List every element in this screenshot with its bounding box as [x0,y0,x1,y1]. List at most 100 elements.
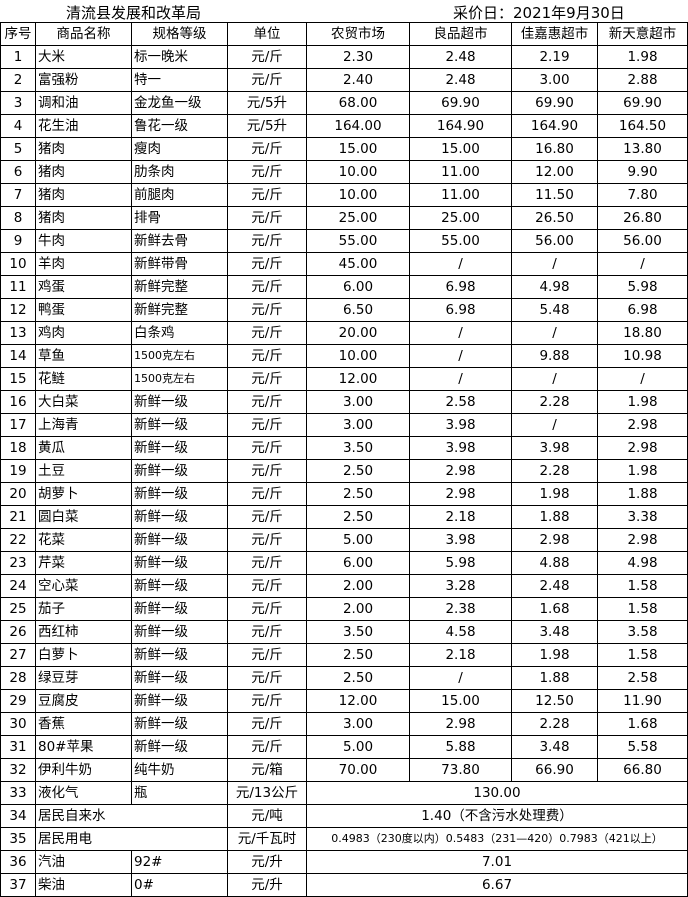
price-cell: 2.38 [409,597,512,621]
item-unit: 元/箱 [227,758,307,782]
price-cell: 2.30 [306,45,410,69]
merged-price-cell: 7.01 [306,850,688,874]
item-unit: 元/斤 [227,229,307,253]
row-number: 5 [0,137,36,161]
row-number: 14 [0,344,36,368]
price-cell: 6.98 [409,298,512,322]
price-cell: / [409,344,512,368]
price-cell: 56.00 [597,229,688,253]
price-cell: 2.50 [306,666,410,690]
item-unit: 元/5升 [227,114,307,138]
item-unit: 元/斤 [227,344,307,368]
price-cell: 9.88 [511,344,598,368]
item-name: 绿豆芽 [35,666,132,690]
item-name: 调和油 [35,91,132,115]
price-cell: 1.98 [597,390,688,414]
item-name: 花生油 [35,114,132,138]
price-cell: 2.98 [597,528,688,552]
table-row: 36 汽油 92# 元/升 7.01 [0,850,688,874]
price-cell: 2.50 [306,482,410,506]
item-spec: 新鲜一级 [131,390,228,414]
table-row: 30 香蕉 新鲜一级 元/斤 3.00 2.98 2.28 1.68 [0,712,688,736]
table-row: 16 大白菜 新鲜一级 元/斤 3.00 2.58 2.28 1.98 [0,390,688,414]
price-cell: 2.88 [597,68,688,92]
price-cell: 1.98 [597,459,688,483]
item-spec: 92# [131,850,228,874]
price-cell: 66.90 [511,758,598,782]
item-spec: 新鲜一级 [131,643,228,667]
price-cell: 3.28 [409,574,512,598]
table-row: 10 羊肉 新鲜带骨 元/斤 45.00// / [0,252,688,276]
price-cell: 5.58 [597,735,688,759]
row-number: 23 [0,551,36,575]
price-cell: 5.98 [409,551,512,575]
item-name: 土豆 [35,459,132,483]
price-cell: 10.00 [306,344,410,368]
price-cell: 12.00 [511,160,598,184]
item-unit: 元/斤 [227,137,307,161]
price-cell: 3.98 [409,528,512,552]
row-number: 25 [0,597,36,621]
price-cell: 6.00 [306,275,410,299]
price-cell: 11.00 [409,160,512,184]
item-spec: 新鲜一级 [131,574,228,598]
price-cell: 164.90 [409,114,512,138]
item-unit: 元/斤 [227,298,307,322]
merged-price-cell: 130.00 [306,781,688,805]
row-number: 20 [0,482,36,506]
row-number: 33 [0,781,36,805]
item-spec: 新鲜一级 [131,666,228,690]
price-cell: 5.00 [306,528,410,552]
item-name: 汽油 [35,850,132,874]
price-cell: / [409,321,512,345]
table-row: 7 猪肉 前腿肉 元/斤 10.00 11.00 11.50 7.80 [0,183,688,207]
item-unit: 元/斤 [227,367,307,391]
price-cell: 12.50 [511,689,598,713]
item-unit: 元/13公斤 [227,781,307,805]
row-number: 17 [0,413,36,437]
table-row: 14 草鱼 1500克左右 元/斤 10.00/9.88 10.98 [0,344,688,368]
price-cell: 6.98 [409,275,512,299]
table-row: 8 猪肉 排骨 元/斤 25.00 25.00 26.50 26.80 [0,206,688,230]
item-spec: 新鲜完整 [131,275,228,299]
price-cell: 2.00 [306,597,410,621]
row-number: 22 [0,528,36,552]
row-number: 8 [0,206,36,230]
item-name: 富强粉 [35,68,132,92]
price-cell: 5.88 [409,735,512,759]
price-cell: 10.98 [597,344,688,368]
price-cell: 25.00 [409,206,512,230]
price-cell: 4.88 [511,551,598,575]
merged-price-cell: 6.67 [306,873,688,897]
row-number: 18 [0,436,36,460]
price-cell: 1.88 [511,666,598,690]
price-cell: 7.80 [597,183,688,207]
price-cell: 2.48 [409,68,512,92]
item-name: 茄子 [35,597,132,621]
item-unit: 元/斤 [227,436,307,460]
item-name: 80#苹果 [35,735,132,759]
table-row: 13 鸡肉 白条鸡 元/斤 20.00//18.80 [0,321,688,345]
price-cell: 2.98 [409,482,512,506]
item-spec: 肋条肉 [131,160,228,184]
item-name: 羊肉 [35,252,132,276]
item-name: 胡萝卜 [35,482,132,506]
table-row: 19 土豆 新鲜一级 元/斤 2.50 2.98 2.28 1.98 [0,459,688,483]
table-row: 21 圆白菜 新鲜一级 元/斤 2.50 2.18 1.88 3.38 [0,505,688,529]
price-cell: 2.58 [597,666,688,690]
item-spec: 排骨 [131,206,228,230]
price-cell: 5.98 [597,275,688,299]
table-row: 4 花生油 鲁花一级 元/5升 164.00 164.90 164.90 164.50 [0,114,688,138]
price-cell: 3.98 [409,413,512,437]
item-unit: 元/5升 [227,91,307,115]
item-spec: 新鲜去骨 [131,229,228,253]
table-row: 37 柴油 0# 元/升 6.67 [0,873,688,897]
item-name: 空心菜 [35,574,132,598]
item-unit: 元/升 [227,873,307,897]
table-row: 22 花菜 新鲜一级 元/斤 5.00 3.98 2.98 2.98 [0,528,688,552]
table-row: 15 花鲢 1500克左右 元/斤 12.00// / [0,367,688,391]
table-row: 24 空心菜 新鲜一级 元/斤 2.00 3.28 2.48 1.58 [0,574,688,598]
row-number: 29 [0,689,36,713]
item-spec: 新鲜一级 [131,689,228,713]
price-cell: 1.98 [597,45,688,69]
